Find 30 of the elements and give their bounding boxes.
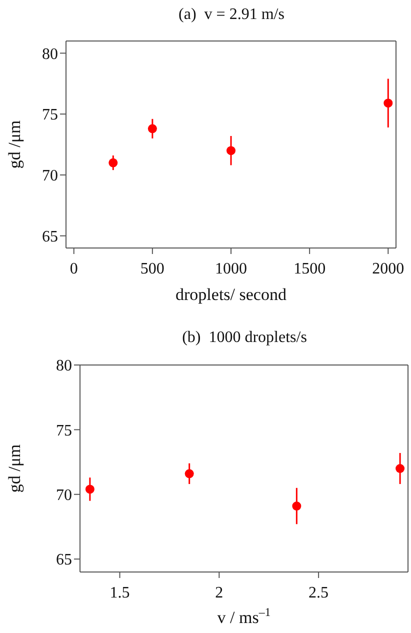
x-tick-label: 1.5	[110, 584, 130, 602]
point	[384, 98, 393, 108]
x-tick-label: 1000	[215, 260, 247, 278]
x-tick-label: 2	[215, 584, 224, 602]
point	[396, 464, 405, 473]
y-tick-label: 80	[56, 358, 72, 375]
y-tick-label: 75	[42, 106, 58, 124]
point	[85, 484, 94, 494]
x-tick-label: 0	[70, 260, 78, 278]
chart-title: (b) 1000 droplets/s	[181, 328, 308, 348]
point	[292, 502, 302, 511]
y-tick-label: 70	[42, 168, 58, 185]
x-tick-label: 2000	[372, 260, 404, 278]
y-tick-label: 75	[56, 422, 72, 440]
x-tick-label: 2.5	[308, 584, 329, 602]
x-axis-title: droplets/ second	[176, 285, 287, 304]
x-axis-title: v / ms$^{–1}$	[217, 605, 271, 627]
point	[184, 469, 194, 478]
y-tick-label: 65	[56, 552, 72, 569]
y-axis-title: gd /μm	[5, 120, 24, 169]
point	[226, 146, 236, 156]
y-tick-label: 65	[42, 228, 58, 246]
point	[148, 124, 157, 134]
x-tick-label: 500	[140, 260, 164, 278]
point	[108, 158, 118, 168]
x-tick-label: 1500	[294, 260, 326, 278]
y-tick-label: 70	[56, 487, 72, 504]
y-tick-label: 80	[42, 46, 58, 63]
y-axis-title: gd /μm	[5, 444, 24, 493]
chart-title: (a) v = 2.91 m/s	[178, 5, 286, 25]
